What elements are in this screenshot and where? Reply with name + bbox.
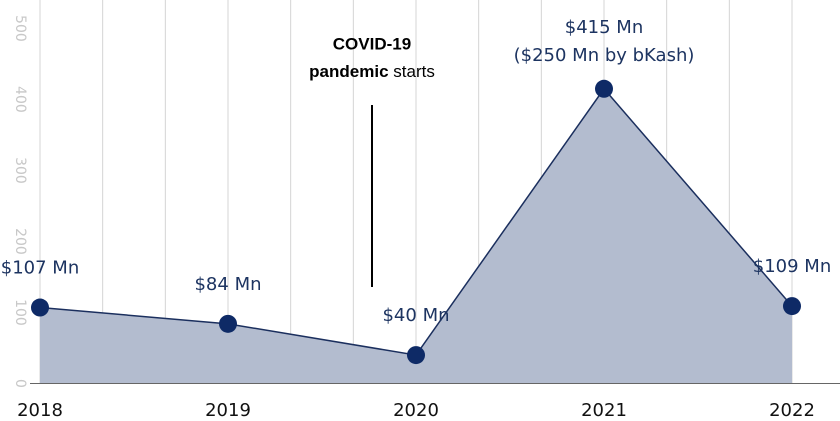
value-label: $109 Mn — [753, 256, 831, 277]
value-label: $84 Mn — [194, 274, 261, 295]
marker — [407, 346, 425, 365]
y-tick-label: 0 — [12, 379, 28, 388]
x-tick-label: 2020 — [393, 400, 439, 421]
value-label: $107 Mn — [1, 258, 79, 279]
area — [40, 88, 792, 384]
y-tick-label: 200 — [12, 228, 28, 255]
annotation-rest: starts — [393, 62, 435, 81]
marker — [31, 298, 49, 317]
marker — [595, 79, 613, 98]
y-tick-label: 100 — [12, 299, 28, 326]
annotation-title: COVID-19 — [333, 34, 411, 53]
x-tick-label: 2021 — [581, 400, 627, 421]
marker — [219, 314, 237, 333]
value-label: $415 Mn — [565, 17, 643, 38]
y-tick-label: 500 — [12, 15, 28, 42]
marker — [783, 297, 801, 316]
annotation-bold: pandemic — [309, 62, 388, 81]
value-label: $40 Mn — [382, 305, 449, 326]
y-tick-label: 400 — [12, 86, 28, 113]
annotation-text: pandemic starts — [309, 62, 435, 81]
covid-annotation: COVID-19 pandemic starts — [309, 34, 435, 287]
value-note: ($250 Mn by bKash) — [514, 45, 695, 66]
x-tick-label: 2018 — [17, 400, 63, 421]
x-tick-label: 2019 — [205, 400, 251, 421]
y-tick-label: 300 — [12, 157, 28, 184]
x-tick-label: 2022 — [769, 400, 815, 421]
